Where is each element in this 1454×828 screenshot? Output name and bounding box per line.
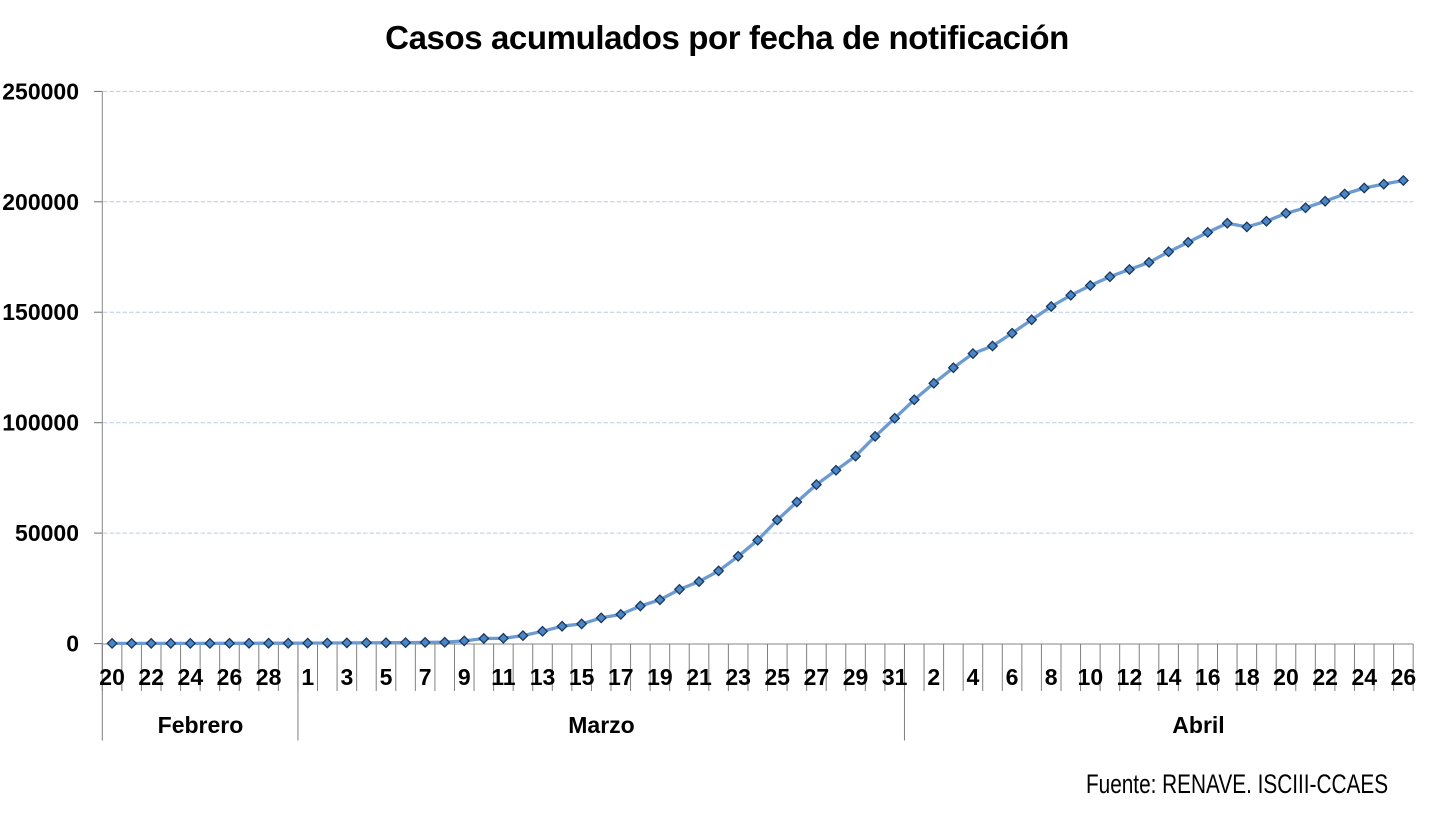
svg-text:15: 15 xyxy=(569,664,595,690)
svg-text:100000: 100000 xyxy=(2,410,79,436)
svg-text:10: 10 xyxy=(1078,664,1104,690)
svg-text:Fuente: RENAVE. ISCIII-CCAES: Fuente: RENAVE. ISCIII-CCAES xyxy=(1086,769,1388,799)
svg-text:Febrero: Febrero xyxy=(158,712,244,738)
svg-text:8: 8 xyxy=(1045,664,1058,690)
svg-text:5: 5 xyxy=(380,664,393,690)
svg-text:7: 7 xyxy=(419,664,432,690)
svg-text:20: 20 xyxy=(99,664,125,690)
svg-text:12: 12 xyxy=(1117,664,1143,690)
svg-text:1: 1 xyxy=(301,664,314,690)
svg-text:31: 31 xyxy=(882,664,908,690)
svg-text:26: 26 xyxy=(217,664,243,690)
svg-text:150000: 150000 xyxy=(2,299,79,325)
svg-text:Casos acumulados por fecha de: Casos acumulados por fecha de notificaci… xyxy=(385,19,1069,56)
svg-text:6: 6 xyxy=(1006,664,1019,690)
svg-text:26: 26 xyxy=(1391,664,1417,690)
svg-text:21: 21 xyxy=(686,664,712,690)
svg-text:0: 0 xyxy=(66,631,79,657)
svg-text:22: 22 xyxy=(138,664,164,690)
svg-text:3: 3 xyxy=(340,664,353,690)
svg-text:14: 14 xyxy=(1156,664,1182,690)
svg-text:2: 2 xyxy=(927,664,940,690)
svg-text:16: 16 xyxy=(1195,664,1221,690)
svg-text:250000: 250000 xyxy=(2,78,79,104)
svg-text:19: 19 xyxy=(647,664,673,690)
svg-text:22: 22 xyxy=(1312,664,1338,690)
svg-text:13: 13 xyxy=(530,664,556,690)
svg-text:28: 28 xyxy=(256,664,282,690)
svg-text:17: 17 xyxy=(608,664,634,690)
svg-text:18: 18 xyxy=(1234,664,1260,690)
svg-text:4: 4 xyxy=(967,664,980,690)
svg-text:23: 23 xyxy=(725,664,751,690)
svg-text:20: 20 xyxy=(1273,664,1299,690)
svg-text:29: 29 xyxy=(843,664,869,690)
svg-text:200000: 200000 xyxy=(2,189,79,215)
svg-text:11: 11 xyxy=(491,664,516,690)
svg-text:50000: 50000 xyxy=(15,520,79,546)
svg-text:9: 9 xyxy=(458,664,471,690)
svg-text:Abril: Abril xyxy=(1172,712,1224,738)
svg-text:25: 25 xyxy=(764,664,790,690)
svg-text:Marzo: Marzo xyxy=(568,712,634,738)
svg-text:24: 24 xyxy=(178,664,204,690)
svg-text:24: 24 xyxy=(1351,664,1377,690)
svg-text:27: 27 xyxy=(804,664,830,690)
